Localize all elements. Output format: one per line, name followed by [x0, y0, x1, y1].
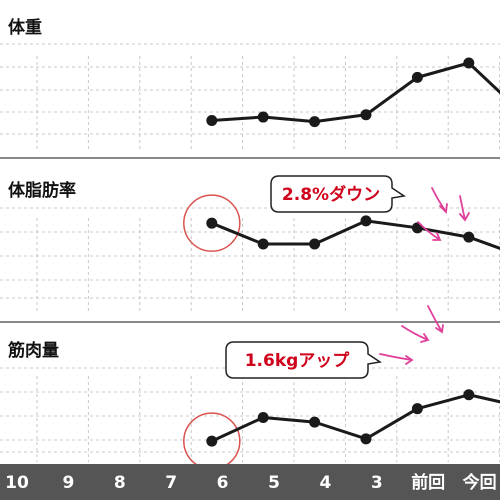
- grid-panel-1: [0, 43, 500, 150]
- data-point-4: [411, 71, 423, 83]
- series-line-panel-3: [211, 393, 500, 443]
- data-point-3: [463, 231, 475, 243]
- x-axis-bar: 10 9 8 7 6 5 4 3 前回 今回: [0, 464, 500, 500]
- callout-muscle-mass: 1.6kgアップ: [225, 341, 382, 379]
- x-tick-label: 6: [217, 473, 229, 493]
- grid-panel-3: [0, 367, 500, 462]
- x-tick-label: 7: [165, 473, 177, 493]
- callouts: 2.8%ダウン 1.6kgアップ: [225, 175, 406, 379]
- panel-title-muscle-mass: 筋肉量: [7, 340, 59, 361]
- x-tick-label: 前回: [411, 472, 445, 493]
- data-point-3: [463, 389, 475, 401]
- arrow-group-muscle-mass: [379, 305, 444, 365]
- x-tick-label: 10: [5, 473, 29, 493]
- data-point-6: [309, 116, 321, 128]
- highlight-circle-8: [183, 194, 241, 252]
- x-tick-label: 3: [371, 473, 383, 493]
- data-point-8: [206, 115, 218, 126]
- x-tick-label: 5: [268, 473, 280, 493]
- panel-title-body-fat: 体脂肪率: [8, 180, 76, 201]
- panel-body-fat: 体脂肪率: [0, 180, 500, 312]
- callout-bubble-body-fat: [270, 175, 406, 213]
- data-point-8: [206, 435, 218, 447]
- x-tick-label: 4: [319, 473, 331, 493]
- data-point-4: [411, 403, 423, 415]
- arrow-1-muscle-mass: [401, 325, 430, 343]
- callout-text-body-fat: 2.8%ダウン: [282, 184, 380, 205]
- x-axis-background: [0, 464, 500, 500]
- x-tick-label: 9: [62, 473, 74, 493]
- data-point-8: [206, 217, 218, 229]
- x-tick-label: 今回: [463, 472, 497, 493]
- panel-title-weight: 体重: [8, 17, 42, 38]
- data-point-6: [309, 416, 321, 428]
- arrow-2-body-fat: [459, 195, 470, 222]
- series-line-panel-1: [211, 61, 500, 124]
- data-point-5: [360, 215, 372, 227]
- x-tick-label: 8: [114, 473, 126, 493]
- emphasis-arrows: [379, 187, 470, 365]
- data-point-7: [257, 411, 269, 423]
- data-point-7: [257, 111, 269, 123]
- arrow-3-muscle-mass: [379, 353, 414, 365]
- data-point-6: [309, 238, 321, 250]
- data-point-7: [257, 238, 269, 250]
- callout-text-muscle-mass: 1.6kgアップ: [245, 350, 351, 371]
- data-point-3: [463, 57, 475, 69]
- series-line-panel-2: [211, 219, 500, 250]
- arrow-2-muscle-mass: [427, 305, 444, 334]
- callout-body-fat: 2.8%ダウン: [270, 175, 406, 213]
- arrow-3-body-fat: [417, 221, 442, 241]
- arrow-1-body-fat: [431, 187, 448, 214]
- arrow-group-body-fat: [417, 187, 470, 241]
- data-point-5: [360, 433, 372, 445]
- grid-panel-2: [0, 207, 500, 312]
- callout-bubble-muscle-mass: [225, 341, 382, 379]
- data-point-5: [360, 109, 372, 121]
- panel-weight: 体重: [0, 17, 500, 150]
